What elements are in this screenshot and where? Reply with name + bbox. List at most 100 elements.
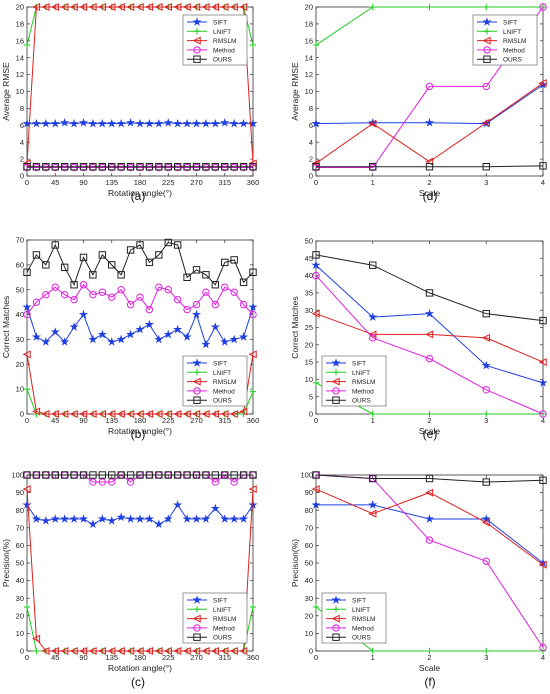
legend-label: RMSLM bbox=[352, 616, 375, 623]
data-point-marker bbox=[173, 324, 183, 334]
data-point-marker bbox=[182, 409, 191, 419]
data-point-marker bbox=[482, 163, 490, 171]
data-point-marker bbox=[221, 283, 229, 291]
data-point-marker bbox=[221, 471, 229, 479]
data-point-marker bbox=[425, 354, 434, 363]
data-point-marker bbox=[135, 409, 144, 419]
data-point-marker bbox=[211, 409, 220, 419]
x-tick-label: 1 bbox=[371, 416, 375, 425]
data-point-marker bbox=[98, 646, 107, 656]
data-point-marker bbox=[312, 41, 320, 49]
data-point-marker bbox=[248, 500, 258, 509]
data-point-marker bbox=[31, 332, 41, 341]
legend-label: LNIFT bbox=[213, 607, 231, 614]
y-axis-label: Correct Matches bbox=[1, 296, 11, 358]
legend-label: SIFT bbox=[213, 361, 227, 368]
x-tick-label: 315 bbox=[218, 653, 231, 662]
data-point-marker bbox=[425, 289, 434, 297]
data-point-marker bbox=[23, 603, 31, 611]
data-point-marker bbox=[155, 471, 163, 479]
x-tick-label: 45 bbox=[51, 653, 59, 662]
y-tick-label: 20 bbox=[16, 360, 24, 369]
data-point-marker bbox=[192, 163, 201, 171]
series-line bbox=[26, 489, 254, 652]
data-point-marker bbox=[211, 281, 220, 289]
data-point-marker bbox=[368, 509, 377, 518]
data-point-marker bbox=[60, 471, 69, 479]
data-point-marker bbox=[482, 557, 490, 565]
data-point-marker bbox=[368, 330, 377, 339]
data-point-marker bbox=[210, 503, 220, 513]
panel-label: (f) bbox=[424, 675, 435, 689]
x-axis-label: Scale bbox=[419, 663, 441, 673]
y-tick-label: 35 bbox=[305, 289, 313, 298]
data-point-marker bbox=[482, 478, 490, 486]
data-point-marker bbox=[249, 603, 257, 611]
data-point-marker bbox=[193, 369, 201, 376]
series-line bbox=[26, 354, 254, 415]
data-point-marker bbox=[311, 500, 321, 509]
legend-label: Method bbox=[213, 625, 235, 632]
y-tick-label: 60 bbox=[16, 541, 24, 550]
y-axis-label: Average RMSE bbox=[290, 62, 300, 121]
data-point-marker bbox=[248, 485, 257, 494]
legend-label: LNIFT bbox=[213, 29, 231, 36]
series-rmslm bbox=[22, 350, 257, 419]
legend-label: RMSLM bbox=[352, 379, 375, 386]
data-point-marker bbox=[368, 500, 378, 509]
y-tick-label: 70 bbox=[305, 523, 313, 532]
legend-label: Method bbox=[213, 388, 235, 395]
data-point-marker bbox=[154, 118, 164, 128]
data-point-marker bbox=[426, 410, 433, 418]
data-point-marker bbox=[192, 17, 202, 26]
data-point-marker bbox=[311, 118, 321, 128]
x-axis-label: Rotation angle(°) bbox=[108, 663, 172, 673]
data-point-marker bbox=[98, 2, 107, 12]
y-tick-label: 30 bbox=[16, 335, 24, 344]
data-point-marker bbox=[424, 117, 435, 127]
data-point-marker bbox=[230, 163, 238, 171]
legend: SIFT LNIFT RMSLM Method OURS bbox=[182, 14, 248, 66]
data-point-marker bbox=[32, 2, 41, 12]
data-point-marker bbox=[107, 118, 117, 128]
data-point-marker bbox=[369, 261, 377, 269]
data-point-marker bbox=[154, 646, 163, 656]
series-rmslm bbox=[22, 485, 257, 656]
x-tick-label: 90 bbox=[79, 653, 87, 662]
data-point-marker bbox=[481, 518, 490, 527]
data-point-marker bbox=[51, 163, 59, 171]
x-tick-label: 225 bbox=[162, 653, 175, 662]
data-point-marker bbox=[229, 334, 239, 344]
data-point-marker bbox=[145, 2, 154, 12]
data-point-marker bbox=[98, 251, 107, 259]
data-point-marker bbox=[50, 409, 59, 419]
x-tick-label: 3 bbox=[484, 178, 488, 187]
legend-label: RMSLM bbox=[503, 38, 526, 45]
data-point-marker bbox=[221, 163, 229, 171]
data-point-marker bbox=[144, 319, 154, 329]
data-point-marker bbox=[126, 646, 135, 656]
data-point-marker bbox=[230, 256, 238, 264]
data-point-marker bbox=[107, 2, 116, 12]
y-tick-label: 6 bbox=[309, 121, 313, 130]
data-point-marker bbox=[192, 595, 202, 604]
data-point-marker bbox=[249, 41, 257, 49]
panel-label: (e) bbox=[423, 427, 438, 441]
legend-label: SIFT bbox=[503, 20, 517, 27]
series-line bbox=[315, 313, 544, 363]
data-point-marker bbox=[164, 238, 172, 247]
data-point-marker bbox=[539, 3, 547, 11]
data-point-marker bbox=[425, 488, 434, 497]
y-tick-label: 90 bbox=[16, 488, 24, 497]
data-point-marker bbox=[201, 646, 210, 656]
data-point-marker bbox=[32, 163, 41, 171]
legend-label: OURS bbox=[352, 398, 371, 405]
y-axis-label: Average RMSE bbox=[1, 62, 11, 121]
data-point-marker bbox=[42, 290, 50, 299]
data-point-marker bbox=[369, 3, 376, 11]
data-point-marker bbox=[482, 386, 490, 394]
y-tick-label: 10 bbox=[16, 629, 24, 638]
x-tick-label: 135 bbox=[105, 416, 118, 425]
data-point-marker bbox=[154, 519, 164, 529]
data-point-marker bbox=[239, 407, 248, 416]
